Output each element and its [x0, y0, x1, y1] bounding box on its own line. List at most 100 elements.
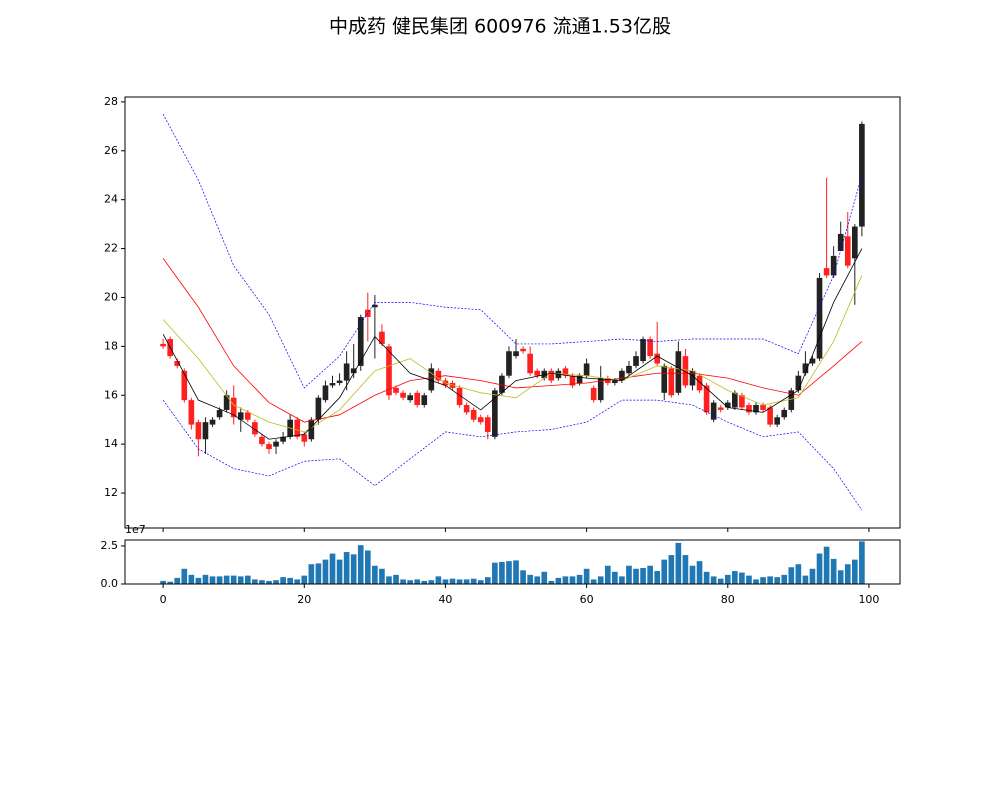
volume-bar — [322, 559, 329, 584]
candle-body — [470, 409, 477, 420]
volume-bar — [604, 565, 611, 584]
x-tick-label: 60 — [580, 593, 594, 606]
volume-bar — [612, 571, 618, 584]
volume-bar — [717, 578, 724, 584]
candle-body — [329, 383, 336, 386]
volume-bar — [230, 575, 237, 584]
candle-body — [626, 365, 632, 374]
candle-body — [209, 419, 216, 425]
volume-bar — [364, 550, 371, 584]
volume-bar — [837, 570, 844, 584]
volume-bar — [506, 561, 512, 584]
candle-body — [449, 383, 456, 388]
candle-body — [386, 346, 392, 396]
candle-body — [343, 363, 350, 381]
volume-bar — [640, 568, 646, 584]
candle-body — [852, 226, 858, 259]
volume-bar — [802, 575, 809, 584]
candle-body — [336, 380, 343, 384]
volume-bar — [830, 558, 837, 584]
volume-bar — [421, 580, 428, 584]
volume-bar — [301, 575, 308, 584]
volume-bar — [167, 581, 173, 584]
volume-bar — [449, 578, 456, 584]
candle-body — [244, 412, 251, 420]
volume-bar — [202, 574, 209, 584]
candle-body — [456, 387, 463, 406]
candle-body — [732, 392, 738, 408]
volume-bar — [548, 580, 555, 584]
volume-bar — [456, 579, 463, 584]
candle-body — [160, 343, 166, 347]
candle-body — [753, 405, 759, 413]
volume-bar — [273, 580, 279, 584]
candle-body — [816, 277, 823, 359]
candle-body — [739, 395, 745, 408]
volume-bar — [463, 579, 470, 584]
candle-body — [562, 368, 569, 376]
candle-body — [823, 268, 830, 276]
volume-bar — [555, 577, 562, 584]
candle-body — [597, 378, 604, 401]
volume-bar — [308, 564, 315, 584]
indicator-line — [162, 258, 863, 423]
volume-bar — [435, 576, 442, 584]
candle-body — [230, 397, 237, 418]
candle-body — [506, 351, 512, 376]
candle-body — [647, 339, 653, 357]
volume-bar — [668, 555, 675, 584]
volume-bar — [372, 565, 378, 584]
candle-body — [675, 351, 682, 393]
volume-bar — [597, 576, 604, 584]
candle-body — [788, 390, 795, 410]
volume-bar — [400, 579, 406, 584]
candle-body — [590, 387, 597, 401]
y-tick-label: 0.0 — [101, 577, 119, 590]
candle-body — [569, 375, 576, 386]
y-tick-label: 12 — [104, 486, 118, 499]
candle-body — [717, 407, 724, 410]
volume-bar — [661, 559, 668, 584]
candle-body — [216, 409, 223, 418]
candle-body — [477, 417, 484, 423]
y-tick-label: 18 — [104, 339, 118, 352]
candle-body — [301, 434, 308, 442]
candle-body — [710, 402, 717, 420]
candle-body — [379, 331, 385, 344]
volume-bar — [753, 579, 759, 584]
volume-bar — [844, 564, 851, 584]
volume-bar — [732, 571, 738, 584]
volume-bar — [696, 561, 703, 584]
candle-body — [484, 417, 491, 432]
candle-body — [689, 370, 696, 386]
x-tick-label: 100 — [858, 593, 879, 606]
candle-body — [703, 385, 710, 413]
chart-title: 中成药 健民集团 600976 流通1.53亿股 — [329, 16, 671, 38]
candle-body — [280, 436, 286, 442]
volume-bar — [442, 579, 449, 584]
candle-body — [548, 370, 555, 381]
volume-bar — [336, 559, 343, 584]
x-tick-label: 40 — [438, 593, 452, 606]
candle-body — [682, 356, 689, 386]
volume-bar — [534, 576, 541, 584]
volume-bar — [583, 568, 590, 584]
indicator-line — [162, 248, 863, 440]
candle-body — [259, 436, 265, 445]
volume-bar — [590, 579, 597, 584]
volume-bar — [216, 576, 223, 584]
volume-bar — [781, 574, 788, 584]
volume-bar — [739, 572, 745, 584]
candle-body — [781, 409, 788, 418]
volume-bar — [470, 578, 477, 584]
x-tick-label: 0 — [160, 593, 167, 606]
volume-bar — [647, 565, 653, 584]
candle-body — [633, 356, 639, 366]
volume-bar — [724, 574, 731, 584]
candle-body — [619, 370, 625, 381]
volume-bar — [809, 568, 816, 584]
x-tick-label: 20 — [297, 593, 311, 606]
candle-body — [746, 405, 752, 413]
candle-body — [604, 378, 611, 384]
